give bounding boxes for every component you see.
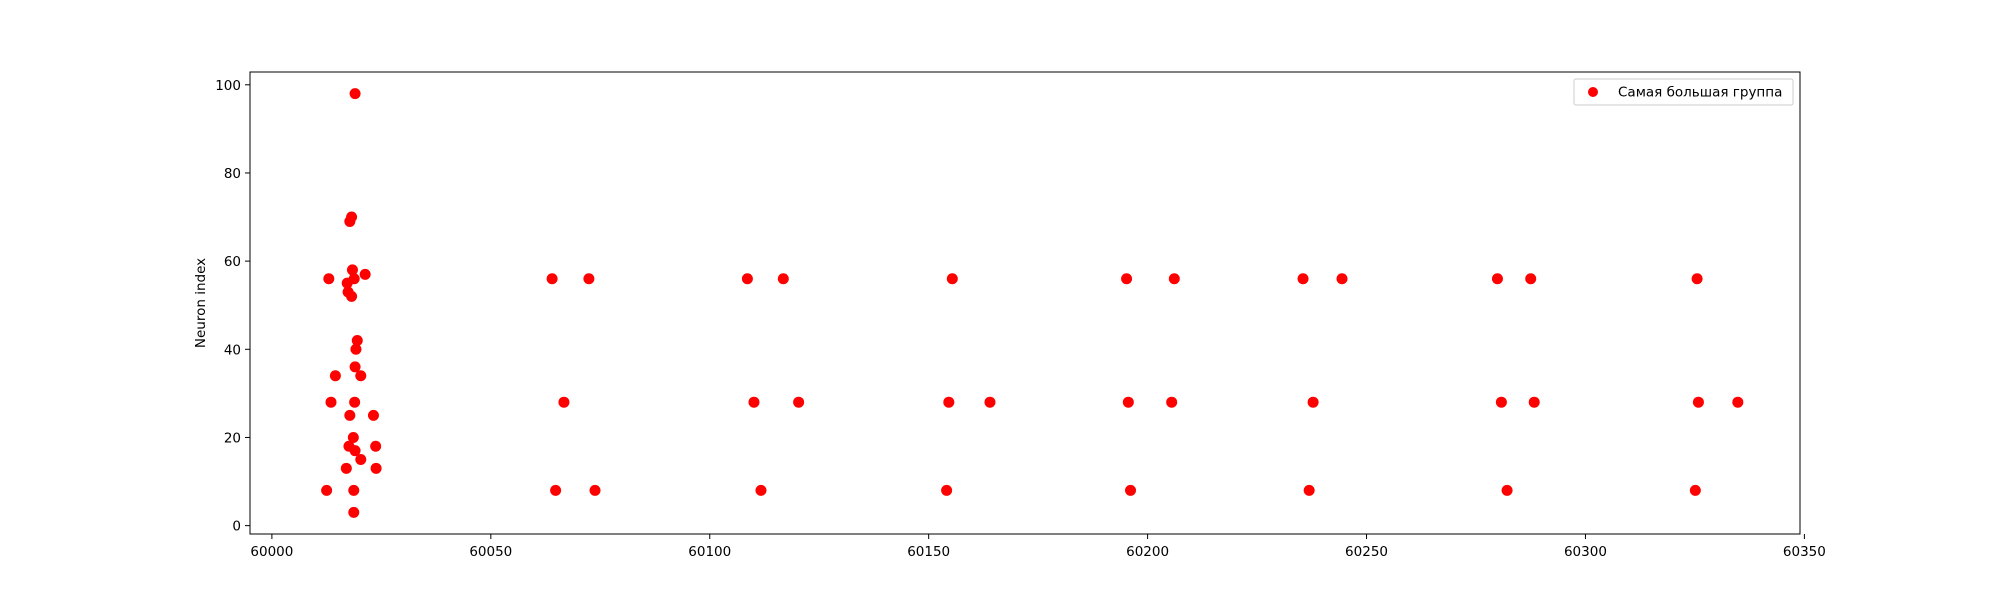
y-tick-label: 100 xyxy=(215,78,241,94)
x-tick-label: 60200 xyxy=(1126,544,1169,560)
data-point xyxy=(1122,396,1134,408)
data-point xyxy=(350,343,362,355)
data-point xyxy=(329,370,341,382)
legend-box xyxy=(1573,78,1794,106)
x-tick-label: 60100 xyxy=(688,544,731,560)
data-point xyxy=(941,484,953,496)
data-point xyxy=(370,440,382,452)
plot-area-frame xyxy=(249,71,1801,535)
data-point xyxy=(1691,273,1703,285)
x-tick-label: 60050 xyxy=(469,544,512,560)
data-point xyxy=(1166,396,1178,408)
data-point xyxy=(370,462,382,474)
x-tick-label: 60250 xyxy=(1345,544,1388,560)
y-axis-label: Neuron index xyxy=(193,258,209,348)
data-point xyxy=(348,484,360,496)
data-point xyxy=(748,396,760,408)
data-point xyxy=(741,273,753,285)
data-point xyxy=(1495,396,1507,408)
data-point xyxy=(349,396,361,408)
data-point xyxy=(793,396,805,408)
data-point xyxy=(943,396,955,408)
data-point xyxy=(325,396,337,408)
data-point xyxy=(349,361,361,373)
data-point xyxy=(355,370,367,382)
data-point xyxy=(1303,484,1315,496)
data-point xyxy=(355,453,367,465)
data-point xyxy=(349,88,361,100)
data-point xyxy=(546,273,558,285)
legend-marker xyxy=(1588,87,1598,97)
data-point xyxy=(359,268,371,280)
data-point xyxy=(344,409,356,421)
data-point xyxy=(351,334,363,346)
data-point xyxy=(1501,484,1513,496)
data-point xyxy=(984,396,996,408)
data-point xyxy=(323,273,335,285)
data-point xyxy=(321,484,333,496)
data-point xyxy=(1692,396,1704,408)
data-point xyxy=(777,273,789,285)
data-point xyxy=(1297,273,1309,285)
y-tick-label: 0 xyxy=(232,519,241,535)
y-axis-ticks: 0 20 40 60 80 100 xyxy=(215,78,250,535)
data-point xyxy=(1689,484,1701,496)
data-point xyxy=(1732,396,1744,408)
data-point xyxy=(1528,396,1540,408)
data-point xyxy=(348,506,360,518)
data-point xyxy=(550,484,562,496)
legend: Самая большая группа xyxy=(1573,78,1794,106)
data-point xyxy=(346,211,358,223)
data-point xyxy=(1525,273,1537,285)
data-point xyxy=(347,431,359,443)
data-point xyxy=(346,290,358,302)
x-tick-label: 60150 xyxy=(907,544,950,560)
data-point xyxy=(1121,273,1133,285)
y-tick-label: 20 xyxy=(224,430,241,446)
data-point xyxy=(367,409,379,421)
data-points xyxy=(321,88,1744,518)
data-point xyxy=(1491,273,1503,285)
legend-label: Самая большая группа xyxy=(1618,85,1782,101)
data-point xyxy=(340,462,352,474)
data-point xyxy=(346,264,358,276)
x-tick-label: 60300 xyxy=(1564,544,1607,560)
y-tick-label: 40 xyxy=(224,342,241,358)
data-point xyxy=(946,273,958,285)
y-tick-label: 60 xyxy=(224,254,241,270)
x-tick-label: 60350 xyxy=(1783,544,1826,560)
data-point xyxy=(1168,273,1180,285)
x-axis-ticks: 60000 60050 60100 60150 60200 60250 60300 60350 xyxy=(250,534,1826,560)
y-tick-label: 80 xyxy=(224,166,241,182)
data-point xyxy=(583,273,595,285)
data-point xyxy=(1125,484,1137,496)
data-point xyxy=(348,273,360,285)
data-point xyxy=(755,484,767,496)
data-point xyxy=(1336,273,1348,285)
data-point xyxy=(349,445,361,457)
data-point xyxy=(589,484,601,496)
x-tick-label: 60000 xyxy=(250,544,293,560)
data-point xyxy=(1307,396,1319,408)
data-point xyxy=(558,396,570,408)
